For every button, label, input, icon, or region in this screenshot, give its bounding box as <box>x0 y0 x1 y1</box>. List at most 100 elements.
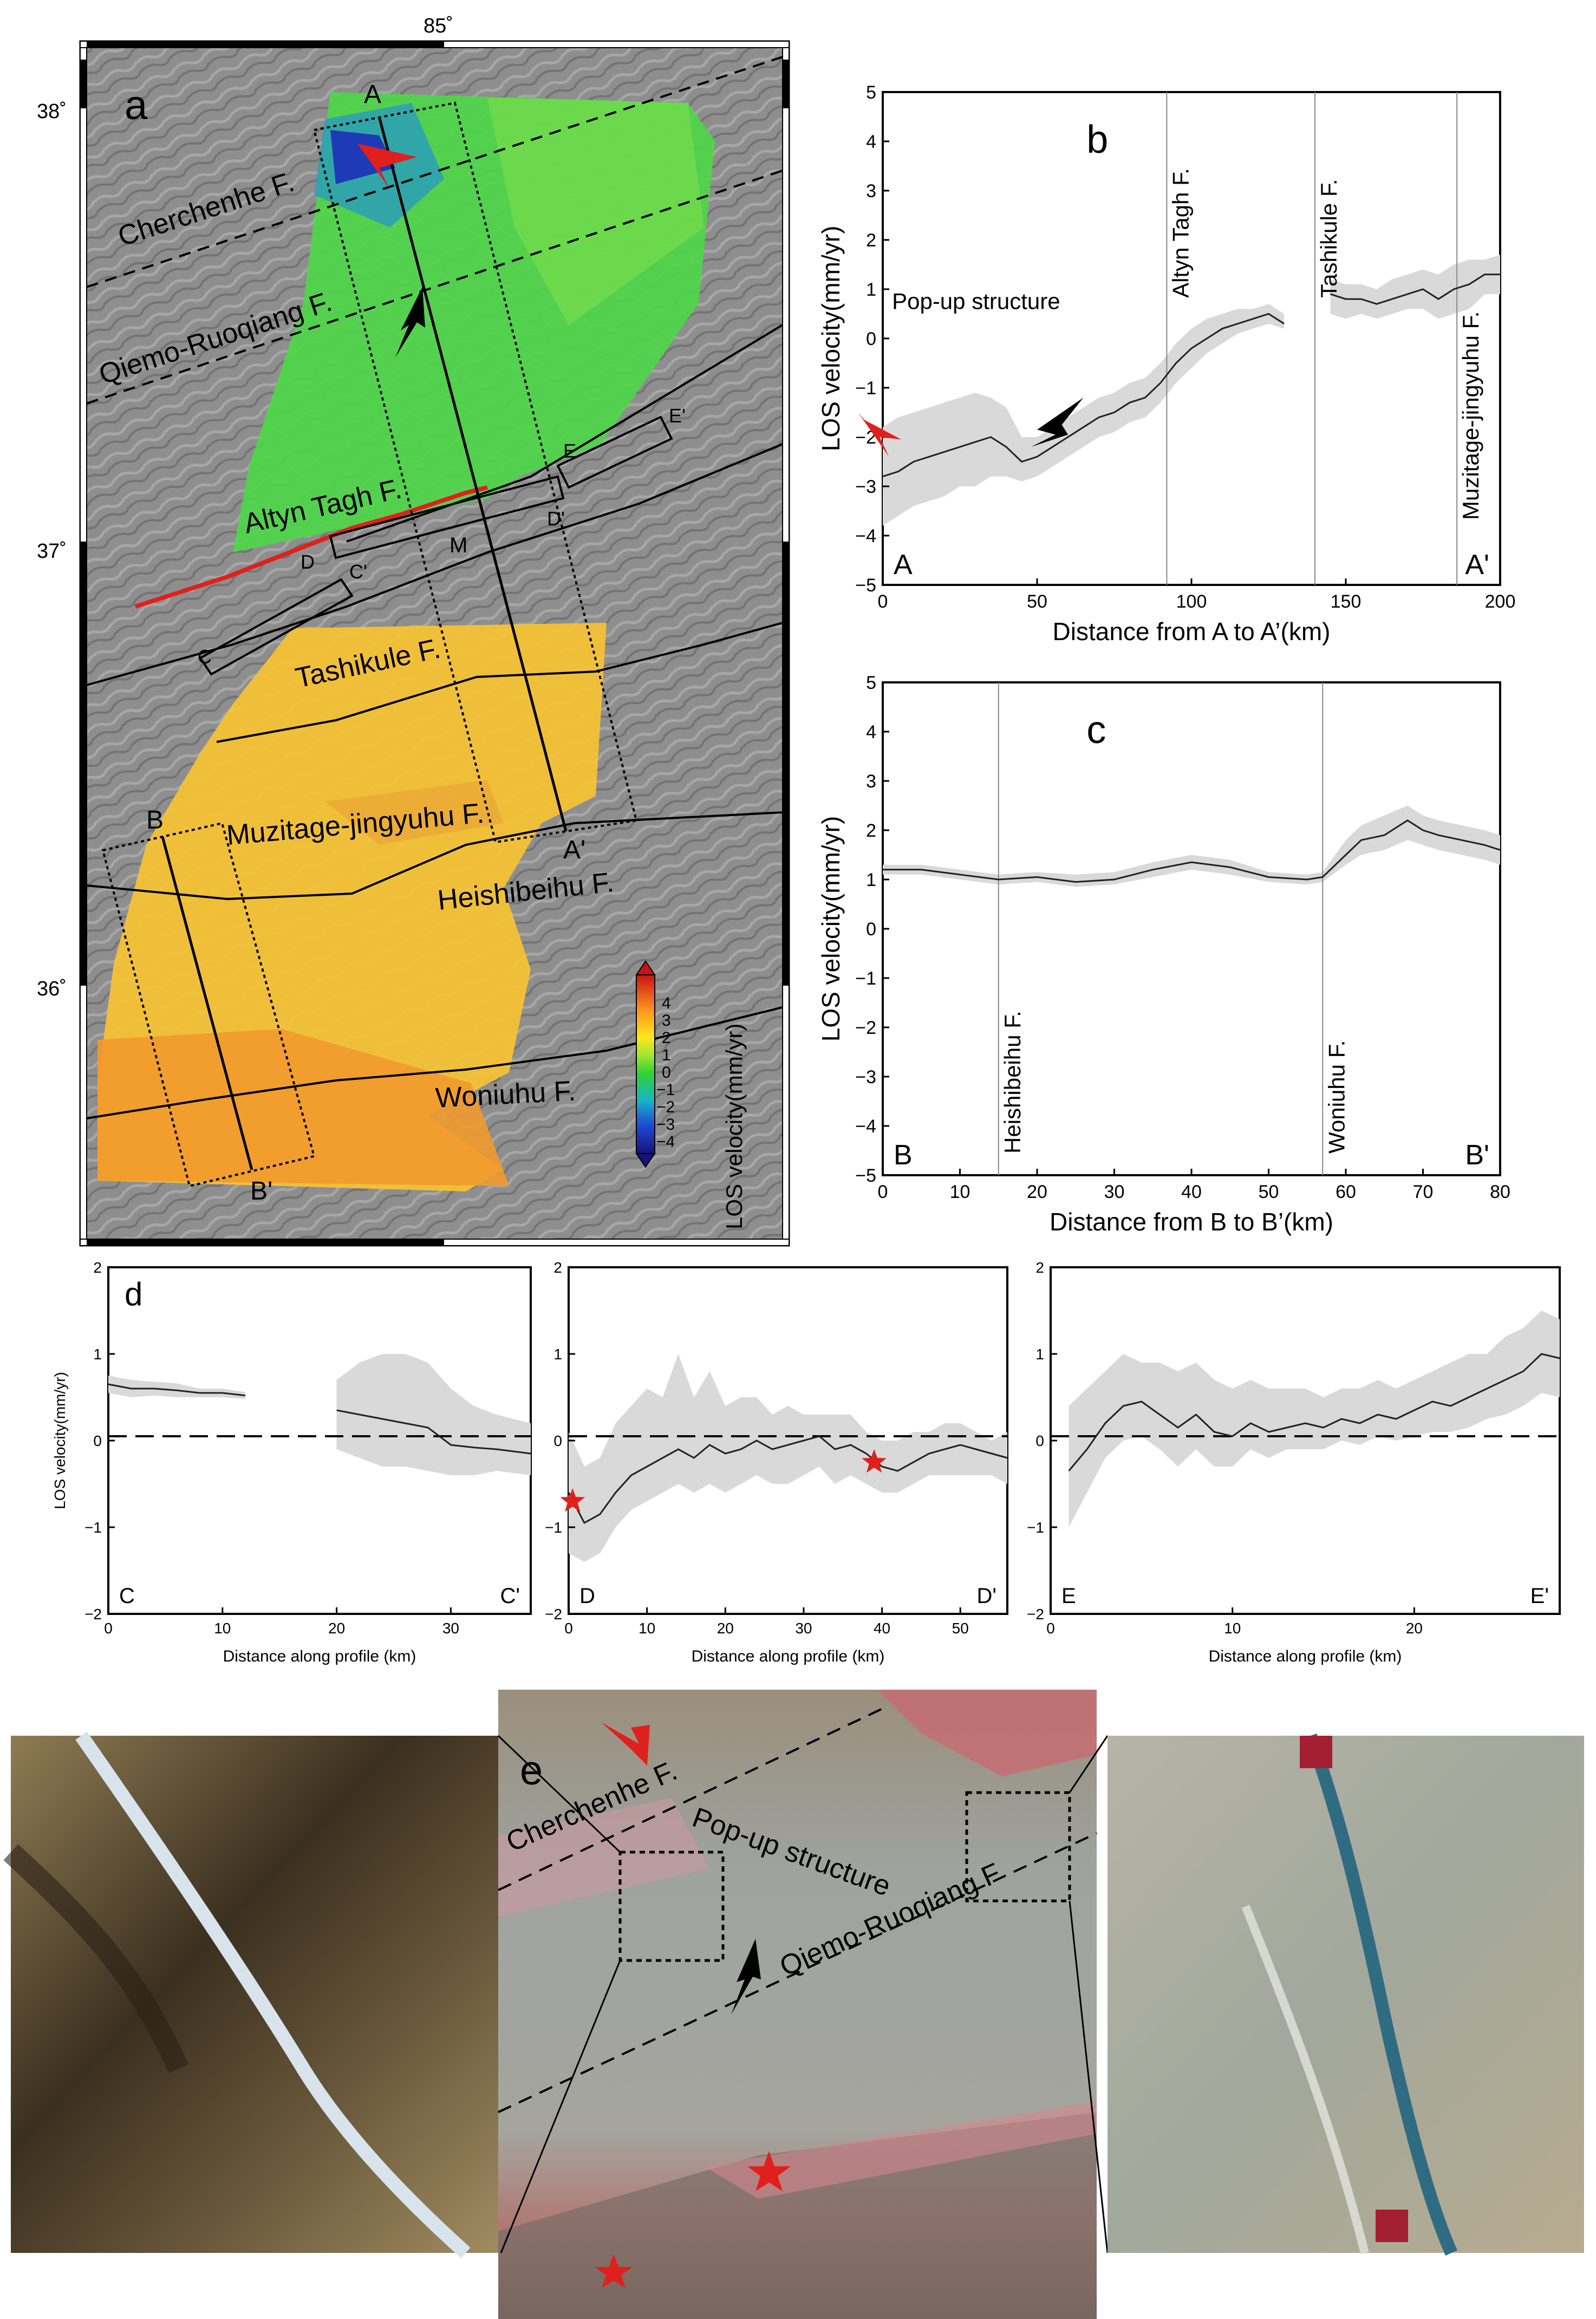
panel-d1-chart: 0 10 20 30 −2 −1 0 1 2 Distance along profile (km… <box>51 1259 532 1665</box>
panel-d3-chart: 0 10 20 −2 −1 0 1 2 Distance along profile (km) E… <box>1027 1259 1561 1665</box>
popup-structure-label: Pop-up structure <box>892 288 1060 314</box>
svg-text:E': E' <box>669 405 686 427</box>
panel-e-imagery: e Cherchenhe F. Pop-up structure Qiemo-R… <box>3 1690 1584 2319</box>
x-tick-label: 0 <box>564 1620 573 1637</box>
y-tick-label: −1 <box>855 378 876 399</box>
x-axis-label: Distance along profile (km) <box>692 1647 885 1665</box>
cherchenhe-fault-line <box>86 56 783 288</box>
fault-position-label: Altyn Tagh F. <box>1168 168 1193 298</box>
profile-line-b <box>161 836 253 1170</box>
x-tick-label: 20 <box>1027 1182 1047 1202</box>
x-tick-label: 150 <box>1331 591 1362 612</box>
y-tick-label: −1 <box>84 1519 102 1536</box>
y-tick-label: 1 <box>1035 1346 1044 1363</box>
svg-text:−2: −2 <box>656 1098 675 1116</box>
svg-text:0: 0 <box>662 1064 671 1082</box>
los-profile-line <box>883 819 1501 883</box>
y-tick-label: 0 <box>1035 1432 1044 1449</box>
svg-text:D: D <box>301 551 315 573</box>
profile-start-label: D <box>579 1584 595 1608</box>
black-arrow-icon <box>395 287 425 357</box>
x-tick-label: 50 <box>1259 1182 1279 1202</box>
x-tick-label: 0 <box>878 591 888 612</box>
svg-text:−1: −1 <box>656 1081 675 1099</box>
svg-text:M: M <box>450 533 467 557</box>
y-axis-label: LOS velocity(mm/yr) <box>817 816 845 1042</box>
colorbar-title: LOS velocity(mm/yr) <box>721 1024 747 1229</box>
y-tick-label: −3 <box>855 1067 876 1087</box>
fault-position-label: Woniuhu F. <box>1324 1040 1349 1154</box>
los-profile-line <box>336 1409 531 1455</box>
black-arrow-icon <box>1031 398 1084 447</box>
uncertainty-band <box>883 304 1284 526</box>
profile-box-e <box>556 415 673 489</box>
y-tick-label: 1 <box>866 279 876 300</box>
x-axis-label: Distance from A to A’(km) <box>1053 617 1331 646</box>
x-tick-label: 10 <box>950 1182 970 1202</box>
x-tick-label: 200 <box>1485 591 1516 612</box>
altyn-tagh-fault-line <box>134 485 488 609</box>
panel-b-chart: Altyn Tagh F. Tashikule F. Muzitage-jingyu… <box>817 82 1516 646</box>
star-icon <box>862 1449 887 1473</box>
y-tick-label: 2 <box>866 230 876 251</box>
x-tick-label: 70 <box>1413 1182 1434 1202</box>
svg-text:A: A <box>364 80 381 109</box>
x-tick-label: 20 <box>1406 1620 1423 1637</box>
svg-text:B: B <box>146 806 164 835</box>
x-tick-label: 80 <box>1490 1182 1510 1202</box>
x-tick-label: 0 <box>104 1620 113 1637</box>
y-tick-label: 1 <box>93 1346 102 1363</box>
svg-text:D': D' <box>547 507 565 530</box>
svg-text:2: 2 <box>662 1029 671 1047</box>
x-tick-label: 0 <box>1046 1620 1055 1637</box>
x-axis-label: Distance along profile (km) <box>223 1647 416 1665</box>
x-axis-label: Distance from B to B’(km) <box>1050 1208 1333 1236</box>
y-tick-label: 2 <box>1035 1259 1044 1276</box>
profile-start-label: A <box>894 549 913 581</box>
y-tick-label: −2 <box>855 1018 876 1038</box>
y-tick-label: 1 <box>553 1346 562 1363</box>
chart-frame <box>882 681 1501 1176</box>
los-profile-line <box>108 1383 246 1397</box>
x-tick-label: 10 <box>639 1620 655 1637</box>
svg-text:C: C <box>198 646 212 668</box>
los-profile-line <box>568 1435 1008 1525</box>
x-tick-label: 0 <box>878 1182 888 1202</box>
profile-end-label: A' <box>1465 549 1489 581</box>
uncertainty-band <box>883 805 1500 887</box>
uncertainty-band <box>108 1376 245 1399</box>
panel-letter: b <box>1086 118 1108 161</box>
insar-south-orange <box>97 1029 509 1186</box>
zoom-box-right <box>965 1791 1071 1903</box>
colorbar <box>636 974 655 1154</box>
y-tick-label: 5 <box>866 82 876 103</box>
panel-c-chart: Heishibeihu F. Woniuhu F.0 10 20 30 40 50 60 70 8… <box>817 673 1510 1236</box>
y-tick-label: 2 <box>93 1259 102 1276</box>
panel-e-label: e <box>520 1748 543 1794</box>
svg-text:B': B' <box>250 1177 272 1206</box>
y-tick-label: −2 <box>1027 1606 1044 1623</box>
y-tick-label: 2 <box>866 820 876 841</box>
x-axis-label: Distance along profile (km) <box>1209 1647 1402 1665</box>
svg-text:4: 4 <box>662 994 671 1012</box>
y-tick-label: 4 <box>866 132 876 152</box>
y-tick-label: 0 <box>866 919 876 940</box>
x-tick-label: 50 <box>1027 591 1047 612</box>
panel-letter: c <box>1086 708 1106 752</box>
panel-d2-chart: 0 10 20 30 40 50 −2 −1 0 1 2 Distance along profile… <box>545 1259 1008 1665</box>
zoom-right-image <box>1108 1736 1584 2253</box>
svg-text:A': A' <box>563 836 585 864</box>
black-arrow-icon-e <box>731 1939 761 2015</box>
panel-a-map: 4 3 2 1 0 −1 −2 −3 −4 LOS velocity(mm/yr… <box>37 15 790 1247</box>
zoom-box-left <box>618 1851 725 1962</box>
y-tick-label: −2 <box>545 1606 562 1623</box>
y-tick-label: −1 <box>855 968 876 989</box>
fault-label-woniuhu: Woniuhu F. <box>435 1075 577 1113</box>
svg-text:−3: −3 <box>656 1116 675 1134</box>
y-tick-label: 5 <box>866 673 876 693</box>
star-icon <box>560 1488 585 1512</box>
x-tick-label: 30 <box>795 1620 812 1637</box>
profile-start-label: B <box>894 1139 913 1171</box>
uncertainty-band <box>569 1354 1007 1562</box>
star-icon-e2 <box>595 2254 633 2288</box>
